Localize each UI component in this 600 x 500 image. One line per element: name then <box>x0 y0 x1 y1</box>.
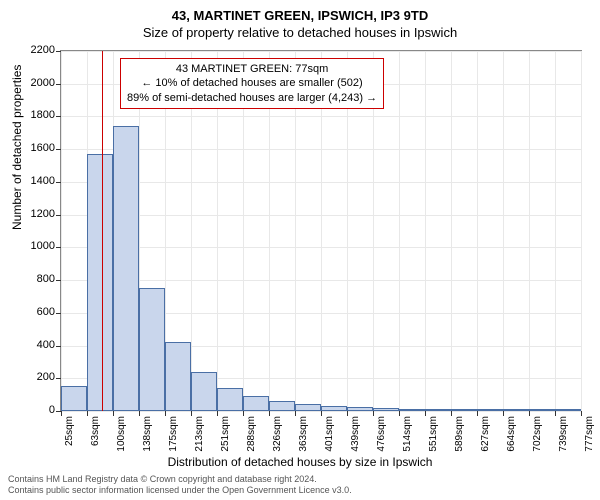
histogram-bar <box>555 409 581 411</box>
histogram-bar <box>451 409 477 411</box>
x-tick-label: 100sqm <box>116 416 127 452</box>
x-tick-mark <box>321 411 322 416</box>
histogram-bar <box>191 372 217 411</box>
gridline-v <box>555 51 556 411</box>
x-tick-label: 363sqm <box>298 416 309 452</box>
reference-line <box>102 51 104 411</box>
x-tick-mark <box>555 411 556 416</box>
x-tick-mark <box>477 411 478 416</box>
x-tick-mark <box>503 411 504 416</box>
chart-area: 25sqm63sqm100sqm138sqm175sqm213sqm251sqm… <box>60 50 580 410</box>
x-tick-label: 25sqm <box>64 416 75 446</box>
gridline-v <box>451 51 452 411</box>
x-tick-label: 476sqm <box>376 416 387 452</box>
annotation-line1: 43 MARTINET GREEN: 77sqm <box>127 62 377 76</box>
y-tick-label: 1200 <box>15 208 55 220</box>
gridline-v <box>477 51 478 411</box>
x-tick-mark <box>165 411 166 416</box>
footer-line2: Contains public sector information licen… <box>8 485 352 496</box>
annotation-box: 43 MARTINET GREEN: 77sqm ← 10% of detach… <box>120 58 384 109</box>
x-tick-label: 514sqm <box>402 416 413 452</box>
gridline-v <box>425 51 426 411</box>
x-tick-label: 627sqm <box>480 416 491 452</box>
annotation-line2: ← 10% of detached houses are smaller (50… <box>127 76 377 90</box>
x-tick-mark <box>191 411 192 416</box>
x-tick-label: 326sqm <box>272 416 283 452</box>
x-tick-label: 589sqm <box>454 416 465 452</box>
histogram-bar <box>399 409 425 411</box>
gridline-v <box>399 51 400 411</box>
x-tick-mark <box>529 411 530 416</box>
x-tick-label: 251sqm <box>220 416 231 452</box>
y-tick-label: 0 <box>15 404 55 416</box>
histogram-bar <box>425 409 451 411</box>
x-tick-label: 175sqm <box>168 416 179 452</box>
x-tick-mark <box>451 411 452 416</box>
histogram-bar <box>477 409 503 411</box>
x-axis-label: Distribution of detached houses by size … <box>0 455 600 469</box>
gridline-v <box>503 51 504 411</box>
y-tick-label: 1400 <box>15 175 55 187</box>
x-tick-label: 138sqm <box>142 416 153 452</box>
x-tick-mark <box>425 411 426 416</box>
x-tick-label: 439sqm <box>350 416 361 452</box>
histogram-bar <box>529 409 555 411</box>
x-tick-mark <box>347 411 348 416</box>
x-tick-mark <box>217 411 218 416</box>
histogram-bar <box>295 404 321 411</box>
x-tick-mark <box>87 411 88 416</box>
histogram-bar <box>61 386 87 411</box>
y-tick-label: 2000 <box>15 77 55 89</box>
x-tick-mark <box>295 411 296 416</box>
y-tick-label: 1600 <box>15 142 55 154</box>
chart-subtitle: Size of property relative to detached ho… <box>0 23 600 40</box>
histogram-bar <box>373 408 399 411</box>
histogram-bar <box>165 342 191 411</box>
x-tick-mark <box>399 411 400 416</box>
y-tick-label: 400 <box>15 339 55 351</box>
histogram-bar <box>269 401 295 411</box>
x-tick-mark <box>243 411 244 416</box>
x-tick-mark <box>139 411 140 416</box>
footer-attribution: Contains HM Land Registry data © Crown c… <box>8 474 352 496</box>
x-tick-label: 401sqm <box>324 416 335 452</box>
x-tick-mark <box>373 411 374 416</box>
x-tick-label: 213sqm <box>194 416 205 452</box>
chart-title-address: 43, MARTINET GREEN, IPSWICH, IP3 9TD <box>0 0 600 23</box>
x-tick-mark <box>581 411 582 416</box>
y-tick-label: 800 <box>15 273 55 285</box>
y-tick-label: 600 <box>15 306 55 318</box>
x-tick-label: 551sqm <box>428 416 439 452</box>
annotation-line3: 89% of semi-detached houses are larger (… <box>127 91 377 105</box>
histogram-bar <box>347 407 373 411</box>
x-tick-label: 739sqm <box>558 416 569 452</box>
histogram-bar <box>243 396 269 411</box>
x-tick-mark <box>61 411 62 416</box>
histogram-bar <box>321 406 347 411</box>
y-tick-label: 1800 <box>15 109 55 121</box>
gridline-v <box>61 51 62 411</box>
histogram-bar <box>217 388 243 411</box>
histogram-bar <box>113 126 139 411</box>
y-tick-label: 200 <box>15 371 55 383</box>
histogram-bar <box>87 154 113 411</box>
histogram-bar <box>139 288 165 411</box>
y-tick-label: 1000 <box>15 240 55 252</box>
y-tick-label: 2200 <box>15 44 55 56</box>
gridline-v <box>529 51 530 411</box>
footer-line1: Contains HM Land Registry data © Crown c… <box>8 474 352 485</box>
x-tick-mark <box>269 411 270 416</box>
x-tick-label: 777sqm <box>584 416 595 452</box>
x-tick-label: 664sqm <box>506 416 517 452</box>
gridline-v <box>581 51 582 411</box>
x-tick-label: 63sqm <box>90 416 101 446</box>
x-tick-label: 288sqm <box>246 416 257 452</box>
x-tick-mark <box>113 411 114 416</box>
histogram-bar <box>503 409 529 411</box>
x-tick-label: 702sqm <box>532 416 543 452</box>
